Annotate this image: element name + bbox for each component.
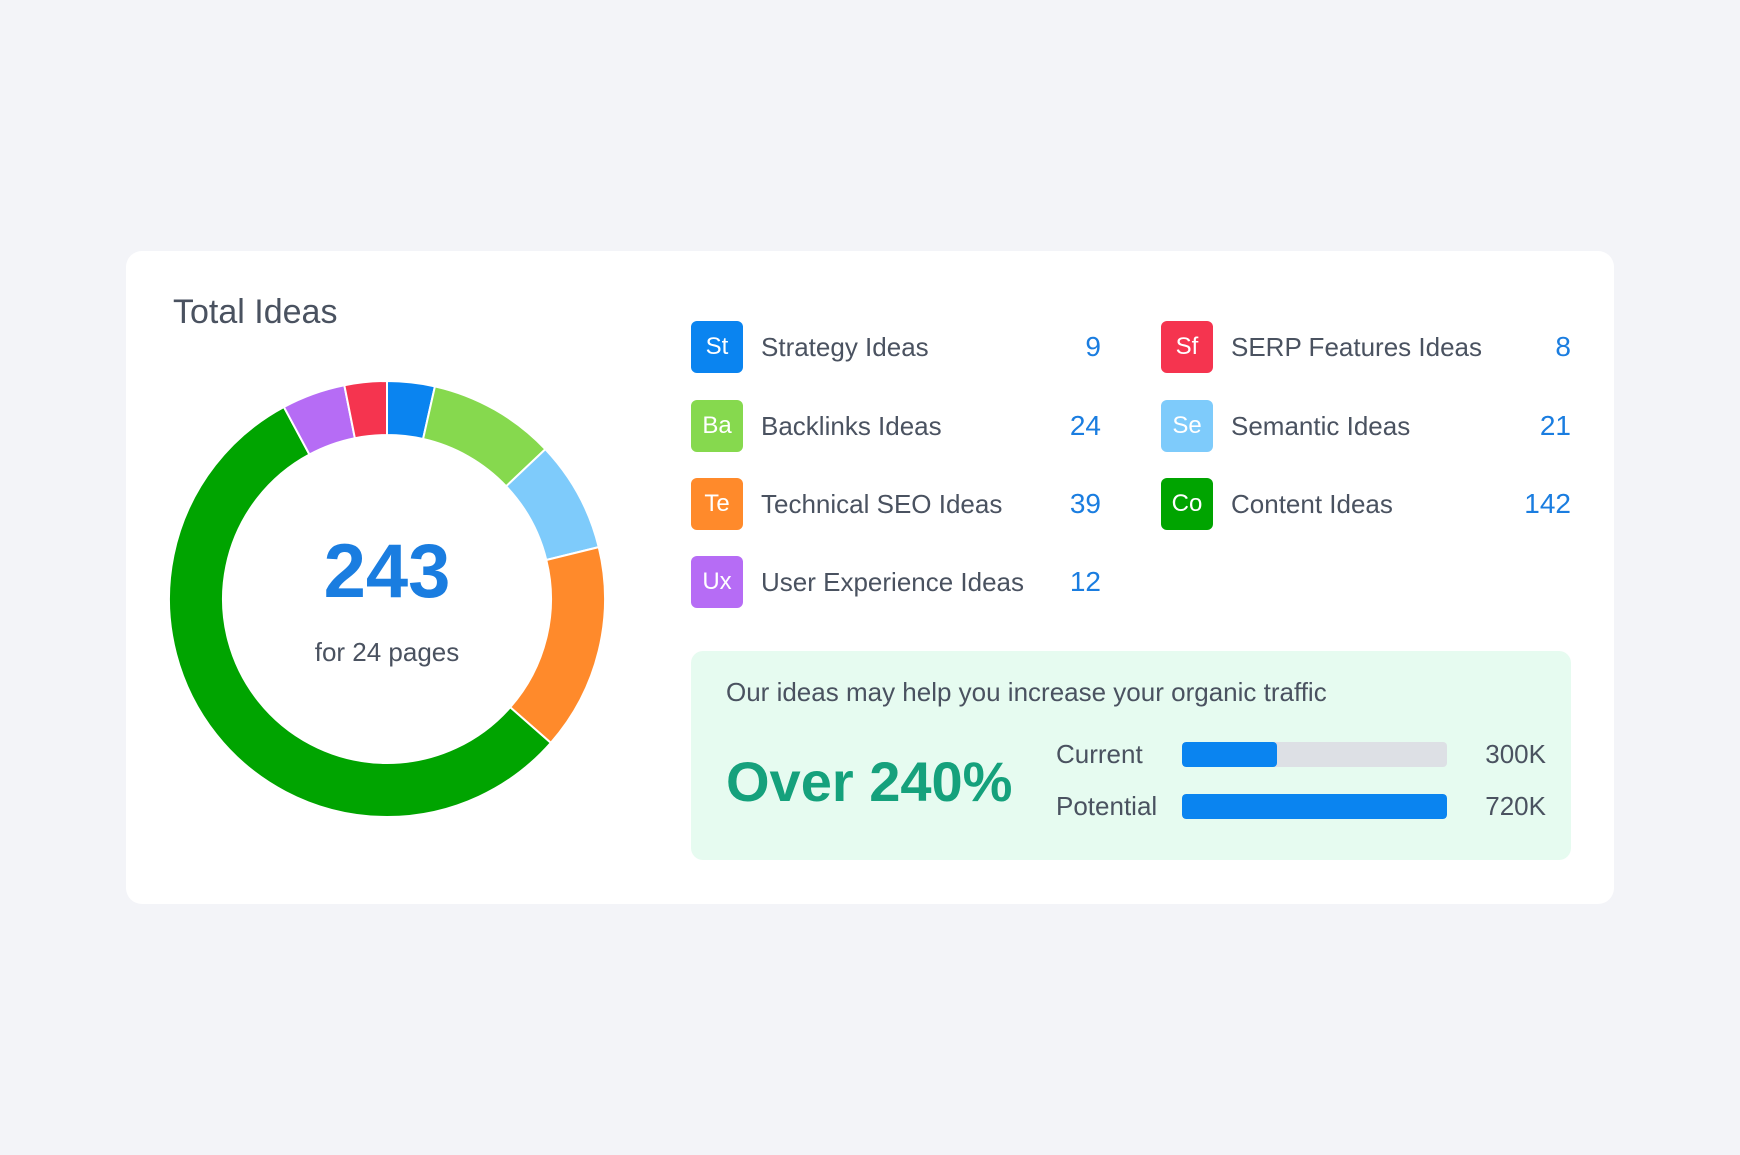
potential-traffic-bar-fill [1182,794,1447,819]
legend-label: Semantic Ideas [1231,411,1411,441]
legend-item-serp-features[interactable]: Sf SERP Features Ideas 8 [1161,321,1571,373]
traffic-increase-percent: Over 240% [726,750,1013,813]
strategy-badge-icon: St [691,321,743,373]
legend-label: User Experience Ideas [761,567,1025,597]
legend-item-semantic[interactable]: Se Semantic Ideas 21 [1161,400,1571,452]
legend-label: Technical SEO Ideas [761,489,1003,519]
bar-label: Current [1056,739,1143,769]
traffic-increase-panel: Our ideas may help you increase your org… [691,651,1571,860]
potential-traffic-row: Potential 720K [1056,786,1546,826]
donut-slice-content-ideas[interactable] [169,405,553,817]
current-traffic-row: Current 300K [1056,734,1546,774]
legend-item-user-experience[interactable]: Ux User Experience Ideas 12 [691,556,1101,608]
bar-value: 720K [1485,791,1546,821]
legend-item-content[interactable]: Co Content Ideas 142 [1161,478,1571,530]
current-traffic-bar-fill [1182,742,1278,767]
legend-item-backlinks[interactable]: Ba Backlinks Ideas 24 [691,400,1101,452]
legend-label: SERP Features Ideas [1231,332,1482,362]
legend-count: 39 [1069,488,1101,519]
legend-count: 142 [1524,488,1571,519]
donut-chart: 243 for 24 pages [169,381,605,817]
bar-label: Potential [1056,791,1158,821]
legend-label: Strategy Ideas [761,332,929,362]
potential-traffic-bar [1182,794,1447,819]
legend-count: 9 [1085,331,1101,362]
legend-label: Backlinks Ideas [761,411,942,441]
total-ideas-count: 243 [323,529,451,614]
legend-item-technical-seo[interactable]: Te Technical SEO Ideas 39 [691,478,1101,530]
donut-svg [169,381,605,817]
legend-count: 24 [1069,410,1101,441]
card-title: Total Ideas [173,293,338,331]
total-ideas-subtitle: for 24 pages [314,637,460,667]
user-experience-badge-icon: Ux [691,556,743,608]
donut-slice-serp-features-ideas[interactable] [343,381,388,440]
legend-item-strategy[interactable]: St Strategy Ideas 9 [691,321,1101,373]
total-ideas-card: Total Ideas 243 for 24 pages St Strategy… [126,251,1614,904]
legend-count: 8 [1555,331,1571,362]
legend-label: Content Ideas [1231,489,1393,519]
technical-seo-badge-icon: Te [691,478,743,530]
semantic-badge-icon: Se [1161,400,1213,452]
legend-count: 21 [1539,410,1571,441]
donut-center: 243 for 24 pages [169,381,605,817]
bar-value: 300K [1485,739,1546,769]
content-badge-icon: Co [1161,478,1213,530]
backlinks-badge-icon: Ba [691,400,743,452]
current-traffic-bar [1182,742,1447,767]
legend-count: 12 [1069,566,1101,597]
serp-features-badge-icon: Sf [1161,321,1213,373]
traffic-heading: Our ideas may help you increase your org… [726,677,1327,707]
